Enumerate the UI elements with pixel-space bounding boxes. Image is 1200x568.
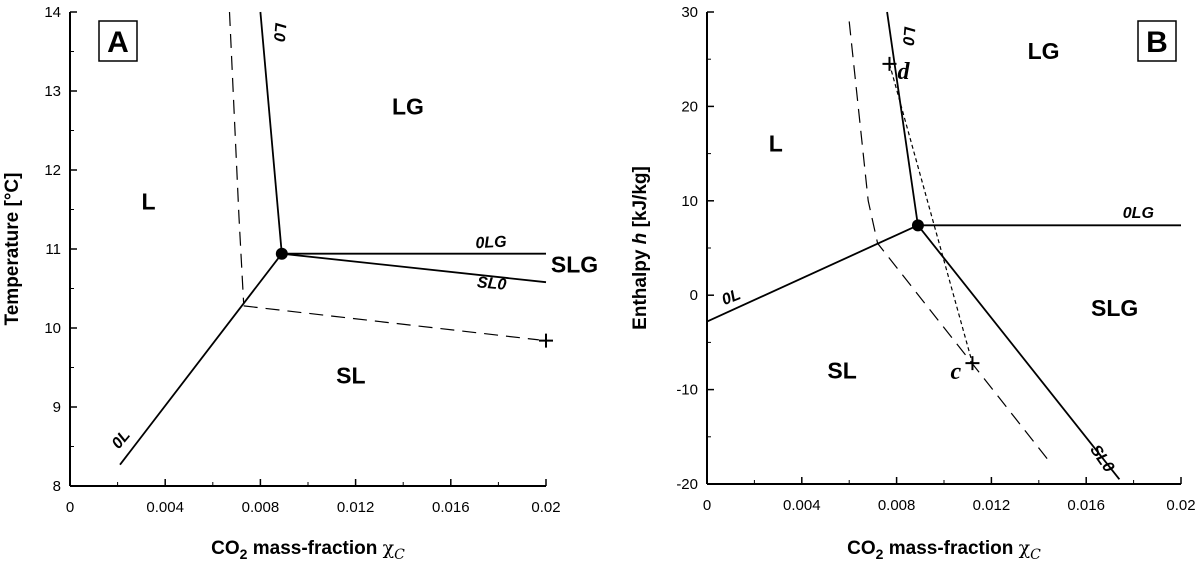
series-l0 <box>886 11 919 226</box>
y-tick-label: 8 <box>53 478 61 495</box>
x-tick-label: 0.008 <box>242 499 280 516</box>
region-label-l: L <box>142 189 156 215</box>
region-label-sl: SL <box>827 357 856 383</box>
x-tick-label: 0 <box>703 497 711 514</box>
triple-point <box>275 247 288 260</box>
series-dashed-2 <box>243 305 539 341</box>
x-tick-label: 0.012 <box>337 499 375 516</box>
point-label-c: c <box>950 359 961 385</box>
y-tick-label: 11 <box>45 241 61 258</box>
series-0l <box>119 253 283 466</box>
series-0l <box>706 224 919 323</box>
x-tick-label: 0.02 <box>531 499 560 516</box>
region-label-sl: SL <box>336 362 365 388</box>
plus-marker <box>965 356 980 371</box>
panel-label-box <box>98 20 138 62</box>
series-sl0 <box>281 252 547 284</box>
x-axis-label: CO2 mass-fraction χC <box>211 537 405 563</box>
y-tick-label: -20 <box>676 476 698 493</box>
panel-label: A <box>107 26 129 59</box>
region-label-slg: SLG <box>1091 295 1138 321</box>
y-tick-label: 0 <box>690 287 698 304</box>
y-tick-label: 30 <box>681 4 698 21</box>
curve-label-0l: 0L <box>109 427 134 452</box>
y-tick-label: 12 <box>44 162 61 179</box>
series-dotted-cd <box>888 63 973 364</box>
y-tick-label: 14 <box>44 4 61 21</box>
x-tick-label: 0.02 <box>1166 497 1195 514</box>
x-tick-label: 0 <box>66 499 74 516</box>
point-label-d: d <box>897 59 910 85</box>
x-tick-label: 0.016 <box>1067 497 1105 514</box>
x-tick-label: 0.008 <box>878 497 916 514</box>
y-tick-label: 10 <box>44 320 61 337</box>
x-tick-label: 0.004 <box>783 497 821 514</box>
x-tick-label: 0.016 <box>432 499 470 516</box>
y-tick-label: 20 <box>681 98 698 115</box>
panel-a: 8 9 10 11 12 13 14 0 0.004 0.008 0.012 0.016 0.02 L LG… <box>2 4 598 563</box>
series-dashed-1 <box>228 11 245 305</box>
y-tick-label: 13 <box>44 83 61 100</box>
series-l0 <box>259 11 283 254</box>
region-label-l: L <box>769 131 783 157</box>
region-label-slg: SLG <box>551 252 598 278</box>
y-tick-label: 10 <box>681 193 698 210</box>
x-axis-label: CO2 mass-fraction χC <box>847 537 1041 563</box>
x-tick-label: 0.004 <box>146 499 184 516</box>
curve-label-0l: 0L <box>720 286 744 309</box>
curve-label-0lg: 0LG <box>475 234 507 253</box>
triple-point <box>911 219 924 232</box>
curve-label-l0: L0 <box>270 22 289 42</box>
y-tick-label: 9 <box>53 399 61 416</box>
panel-label-box <box>1137 20 1177 62</box>
curve-label-sl0: SL0 <box>476 274 507 294</box>
x-tick-label: 0.012 <box>973 497 1011 514</box>
region-label-lg: LG <box>392 94 424 120</box>
panel-label: B <box>1146 26 1168 59</box>
y-axis-label: Enthalpy h [kJ/kg] <box>630 166 651 330</box>
y-axis-label: Temperature [°C] <box>2 173 23 326</box>
region-label-lg: LG <box>1028 38 1060 64</box>
series-dashed-1 <box>848 21 1052 464</box>
curve-label-l0: L0 <box>899 26 918 46</box>
plus-marker <box>539 333 553 348</box>
series-sl0 <box>917 224 1121 480</box>
curve-label-0lg: 0LG <box>1123 205 1154 222</box>
y-tick-label: -10 <box>676 382 698 399</box>
plus-marker <box>882 56 897 71</box>
panel-b: -20 -10 0 10 20 30 0 0.004 0.008 0.012 0.016 0.02 d c… <box>630 4 1196 563</box>
